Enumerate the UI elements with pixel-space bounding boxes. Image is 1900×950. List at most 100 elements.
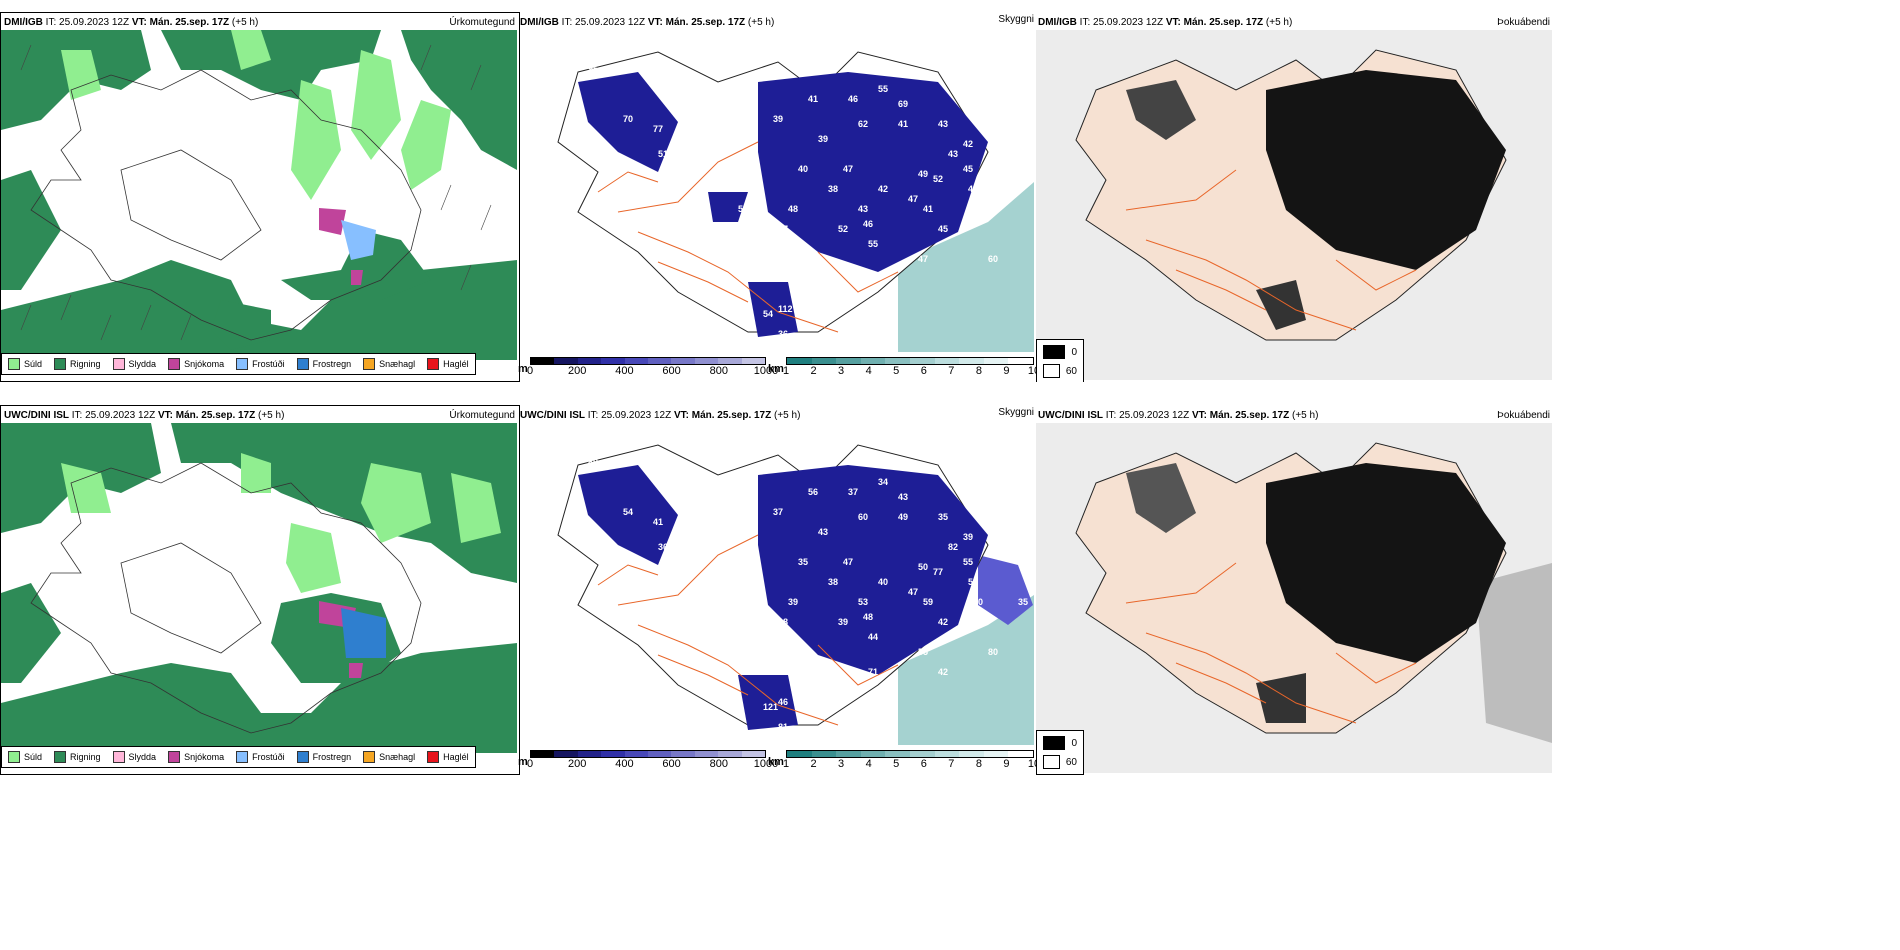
- visibility-value-label: 40: [878, 577, 888, 587]
- visibility-value-label: 46: [778, 697, 788, 707]
- visibility-value-label: 42: [938, 667, 948, 677]
- colorbar-segment: [741, 751, 766, 757]
- precip-type-panel-1: DMI/IGB IT: 25.09.2023 12Z VT: Mán. 25.s…: [0, 12, 520, 382]
- visibility-value-label: 64: [658, 184, 668, 194]
- legend-label: Snjókoma: [184, 359, 225, 369]
- legend-swatch: [296, 358, 309, 370]
- visibility-value-label: 42: [878, 184, 888, 194]
- fog-legend-row: 60: [1043, 364, 1077, 378]
- colorbar-tick: 400: [615, 365, 634, 377]
- legend-label: Slydda: [128, 359, 157, 369]
- visibility-value-label: 35: [798, 557, 808, 567]
- visibility-value-label: 55: [868, 239, 878, 249]
- visibility-value-label: 32: [693, 582, 703, 592]
- legend-label: Frostúði: [252, 752, 285, 762]
- legend-swatch: [8, 358, 20, 370]
- visibility-value-label: 36: [663, 557, 673, 567]
- visibility-value-label: 55: [963, 557, 973, 567]
- visibility-value-label: 43: [818, 527, 828, 537]
- fog-map: [1036, 30, 1552, 380]
- visibility-value-label: 54: [623, 507, 633, 517]
- visibility-value-label: 50: [618, 457, 628, 467]
- visibility-value-label: 80: [988, 647, 998, 657]
- visibility-value-label: 38: [828, 577, 838, 587]
- colorbar-tick: 600: [662, 758, 681, 770]
- fog-label: 60: [1065, 365, 1077, 377]
- legend-label: Slydda: [128, 752, 157, 762]
- legend-item-súld: Súld: [8, 358, 42, 370]
- panel-title: DMI/IGB IT: 25.09.2023 12Z VT: Mán. 25.s…: [1038, 17, 1293, 28]
- legend-label: Snæhagl: [379, 752, 416, 762]
- legend-item-snjókoma: Snjókoma: [168, 751, 224, 763]
- colorbar-tick: 400: [615, 758, 634, 770]
- colorbar-segment: [554, 358, 578, 364]
- panel-type-label: Skyggni: [998, 407, 1034, 418]
- visibility-value-label: 81: [778, 722, 788, 732]
- visibility-value-label: 56: [808, 487, 818, 497]
- precip-type-panel-2: UWC/DINI ISL IT: 25.09.2023 12Z VT: Mán.…: [0, 405, 520, 775]
- panel-type-label: Þokuábendi: [1497, 410, 1550, 421]
- fog-swatch: [1043, 755, 1060, 769]
- visibility-value-label: 45: [658, 69, 668, 79]
- colorbar-segment: [1008, 358, 1033, 364]
- visibility-value-label: 58: [618, 64, 628, 74]
- colorbar-tick: 5: [893, 365, 900, 377]
- legend-label: Súld: [24, 359, 43, 369]
- colorbar-segment: [1008, 751, 1033, 757]
- legend-swatch: [296, 751, 309, 763]
- legend-label: Haglél: [443, 752, 469, 762]
- legend-label: Frostregn: [312, 359, 352, 369]
- visibility-value-label: 55: [878, 84, 888, 94]
- colorbar-tick: 4: [865, 365, 872, 377]
- colorbar-segment: [934, 751, 960, 757]
- colorbar-segment: [671, 751, 695, 757]
- visibility-value-label: 95: [588, 64, 598, 74]
- visibility-value-label: 41: [973, 502, 983, 512]
- height-unit: m: [518, 756, 528, 768]
- km-colorbar-1: 1 2 3 4 5 6 7 8 9 10: [783, 357, 1036, 377]
- colorbar-segment: [718, 358, 742, 364]
- legend-label: Haglél: [443, 359, 469, 369]
- visibility-value-label: 52: [933, 174, 943, 184]
- visibility-value-label: 60: [858, 512, 868, 522]
- visibility-map: 95 58 45 74 53 70 77 83 39 41 46 55 69 62 41 43 44 42 51 50…: [548, 51, 1034, 352]
- colorbar-segment: [648, 751, 672, 757]
- visibility-value-label: 47: [918, 254, 928, 264]
- visibility-value-label: 44: [973, 109, 983, 119]
- legend-swatch: [168, 358, 181, 370]
- visibility-value-label: 54: [763, 309, 773, 319]
- visibility-value-label: 44: [868, 632, 878, 642]
- legend-item-slydda: Slydda: [112, 751, 157, 763]
- visibility-value-label: 50: [663, 164, 673, 174]
- fog-legend-row: 0: [1043, 736, 1077, 750]
- visibility-value-label: 48: [863, 612, 873, 622]
- visibility-value-label: 60: [988, 254, 998, 264]
- visibility-value-label: 37: [848, 487, 858, 497]
- legend-label: Rigning: [70, 359, 101, 369]
- legend-item-haglél: Haglél: [427, 358, 469, 370]
- visibility-value-label: 43: [938, 119, 948, 129]
- colorbar-tick: 0: [526, 365, 534, 377]
- colorbar-segment: [554, 751, 578, 757]
- colorbar-segment: [983, 358, 1009, 364]
- fog-swatch: [1043, 345, 1066, 359]
- visibility-value-label: 39: [818, 134, 828, 144]
- legend-swatch: [112, 358, 125, 370]
- legend-item-súld: Súld: [8, 751, 42, 763]
- visibility-value-label: 70: [623, 114, 633, 124]
- colorbar-segment: [531, 751, 555, 757]
- visibility-value-label: 35: [658, 577, 668, 587]
- colorbar-tick: 1: [782, 758, 790, 770]
- colorbar-segment: [577, 751, 602, 757]
- visibility-value-label: 46: [738, 597, 748, 607]
- colorbar-segment: [787, 751, 812, 757]
- legend-swatch: [236, 358, 249, 370]
- visibility-value-label: 62: [858, 119, 868, 129]
- colorbar-segment: [811, 358, 837, 364]
- legend-swatch: [427, 751, 440, 763]
- colorbar-segment: [624, 751, 649, 757]
- legend-item-snæhagl: Snæhagl: [363, 751, 415, 763]
- colorbar-segment: [983, 751, 1009, 757]
- colorbar-tick: 7: [948, 365, 955, 377]
- visibility-value-label: 40: [968, 184, 978, 194]
